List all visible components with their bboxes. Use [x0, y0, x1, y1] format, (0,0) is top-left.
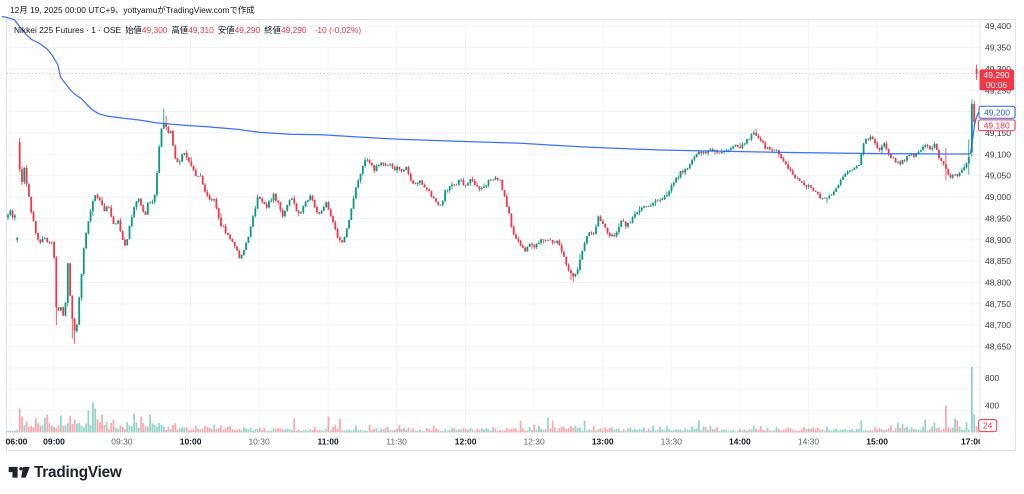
svg-text:10:30: 10:30	[248, 437, 270, 447]
svg-text:48,750: 48,750	[985, 299, 1011, 309]
svg-text:11:30: 11:30	[386, 437, 407, 447]
svg-text:13:00: 13:00	[592, 437, 614, 447]
svg-text:12:30: 12:30	[523, 437, 545, 447]
svg-text:49,300: 49,300	[985, 64, 1011, 74]
svg-text:800: 800	[985, 373, 999, 383]
svg-text:06:00: 06:00	[6, 437, 28, 447]
svg-text:49,180: 49,180	[984, 120, 1010, 130]
svg-text:48,950: 48,950	[985, 214, 1011, 224]
svg-text:49,000: 49,000	[985, 192, 1011, 202]
svg-text:14:00: 14:00	[729, 437, 751, 447]
svg-text:49,200: 49,200	[984, 107, 1010, 117]
svg-text:11:00: 11:00	[317, 437, 339, 447]
svg-text:49,400: 49,400	[985, 21, 1011, 31]
svg-text:49,290: 49,290	[984, 70, 1010, 80]
svg-text:49,150: 49,150	[985, 128, 1011, 138]
svg-text:49,350: 49,350	[985, 43, 1011, 53]
svg-text:17:00: 17:00	[961, 437, 983, 447]
svg-text:48,850: 48,850	[985, 256, 1011, 266]
svg-text:49,050: 49,050	[985, 171, 1011, 181]
svg-text:14:30: 14:30	[798, 437, 820, 447]
svg-text:48,650: 48,650	[985, 342, 1011, 352]
svg-text:09:30: 09:30	[111, 437, 133, 447]
svg-text:09:00: 09:00	[43, 437, 65, 447]
svg-text:49,100: 49,100	[985, 149, 1011, 159]
svg-text:12:00: 12:00	[455, 437, 477, 447]
svg-text:48,800: 48,800	[985, 278, 1011, 288]
svg-text:00:06: 00:06	[986, 80, 1008, 90]
svg-text:24: 24	[983, 421, 993, 431]
svg-text:15:00: 15:00	[866, 437, 888, 447]
svg-text:400: 400	[985, 401, 999, 411]
svg-text:48,700: 48,700	[985, 320, 1011, 330]
svg-text:13:30: 13:30	[661, 437, 683, 447]
svg-text:48,900: 48,900	[985, 235, 1011, 245]
svg-text:10:00: 10:00	[180, 437, 202, 447]
